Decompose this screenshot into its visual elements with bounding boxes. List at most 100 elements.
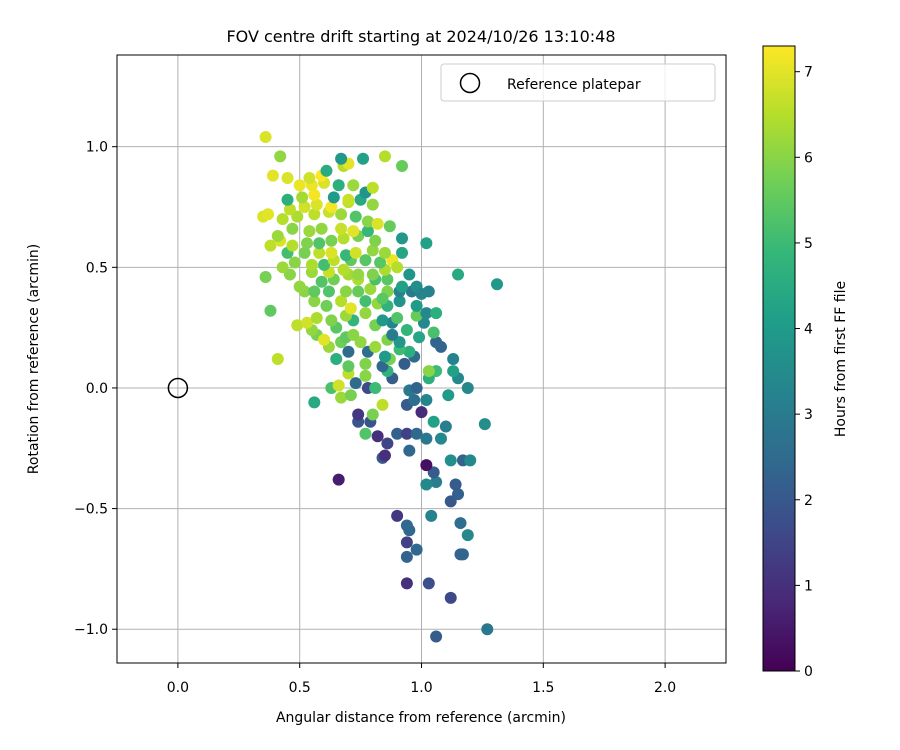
data-point [271, 353, 284, 365]
data-point [410, 543, 423, 556]
data-point [410, 309, 423, 322]
data-point [335, 222, 348, 235]
x-tick-label: 2.0 [654, 680, 676, 696]
data-point [335, 295, 348, 308]
data-point [366, 244, 379, 257]
data-point [335, 208, 348, 221]
data-point [381, 437, 394, 450]
data-point [283, 268, 296, 281]
data-point [339, 249, 352, 262]
data-point [427, 326, 440, 339]
data-point [264, 239, 277, 252]
data-point [374, 256, 387, 269]
data-point [308, 188, 321, 201]
data-point [430, 336, 443, 349]
data-point [464, 454, 477, 467]
data-point [296, 191, 309, 204]
data-point [452, 268, 465, 281]
data-point [430, 630, 443, 643]
data-point [393, 295, 406, 308]
data-point [430, 476, 443, 489]
data-point [400, 550, 413, 563]
data-point [305, 258, 318, 271]
data-point [403, 444, 416, 457]
x-tick-label: 1.0 [410, 680, 432, 696]
colorbar: 0 1 2 3 4 5 6 7 Hours from first FF file [762, 45, 849, 680]
data-points [257, 131, 504, 643]
data-point [369, 234, 382, 247]
x-axis-label: Angular distance from reference (arcmin) [276, 710, 566, 726]
data-point [349, 210, 362, 223]
data-point [322, 285, 335, 298]
data-point [293, 280, 306, 293]
data-point [281, 193, 294, 206]
data-point [454, 517, 467, 530]
data-point [262, 208, 275, 221]
data-point [359, 307, 372, 320]
data-point [266, 169, 279, 182]
data-point [303, 172, 316, 185]
data-point [288, 256, 301, 269]
data-point [427, 415, 440, 428]
data-point [420, 432, 433, 445]
data-point [371, 217, 384, 230]
x-tick-label: 0.5 [289, 680, 311, 696]
data-point [291, 210, 304, 223]
data-point [359, 357, 372, 370]
data-point [259, 131, 272, 144]
x-tick-label: 0.0 [167, 680, 189, 696]
data-point [415, 287, 428, 300]
data-point [276, 261, 289, 274]
data-point [376, 314, 389, 327]
colorbar-label: Hours from first FF file [833, 281, 849, 437]
data-point [478, 418, 491, 431]
legend-label: Reference platepar [507, 77, 641, 93]
data-point [422, 365, 435, 378]
colorbar-tick-label: 3 [804, 407, 813, 423]
colorbar-tick-label: 4 [804, 322, 813, 338]
data-point [481, 623, 494, 636]
data-point [274, 150, 287, 163]
data-point [342, 345, 355, 358]
data-point [396, 159, 409, 172]
data-point [420, 394, 433, 407]
data-point [264, 304, 277, 317]
data-point [386, 328, 399, 341]
data-point [339, 285, 352, 298]
data-point [320, 299, 333, 312]
data-point [359, 254, 372, 267]
data-point [461, 381, 474, 394]
data-point [381, 273, 394, 286]
data-point [420, 459, 433, 472]
data-point [491, 278, 504, 291]
data-point [352, 408, 365, 421]
data-point [366, 268, 379, 281]
data-point [308, 208, 321, 221]
data-point [396, 246, 409, 259]
y-tick-label: −0.5 [74, 502, 108, 518]
y-tick-label: 1.0 [86, 140, 108, 156]
data-point [344, 389, 357, 402]
data-point [396, 232, 409, 245]
data-point [318, 258, 331, 271]
data-point [403, 268, 416, 281]
data-point [444, 591, 457, 604]
data-point [447, 365, 460, 378]
data-point [361, 215, 374, 228]
data-point [359, 295, 372, 308]
data-point [410, 381, 423, 394]
colorbar-tick-label: 1 [804, 578, 813, 594]
data-point [315, 222, 328, 235]
data-point [301, 316, 314, 329]
legend-marker [459, 72, 481, 94]
colorbar-tick-label: 5 [804, 236, 813, 252]
data-point [454, 548, 467, 561]
data-point [376, 398, 389, 411]
data-point [347, 179, 360, 192]
data-point [442, 389, 455, 402]
data-point [378, 449, 391, 462]
data-point [347, 328, 360, 341]
data-point [410, 299, 423, 312]
data-point [361, 225, 374, 238]
data-point [342, 193, 355, 206]
